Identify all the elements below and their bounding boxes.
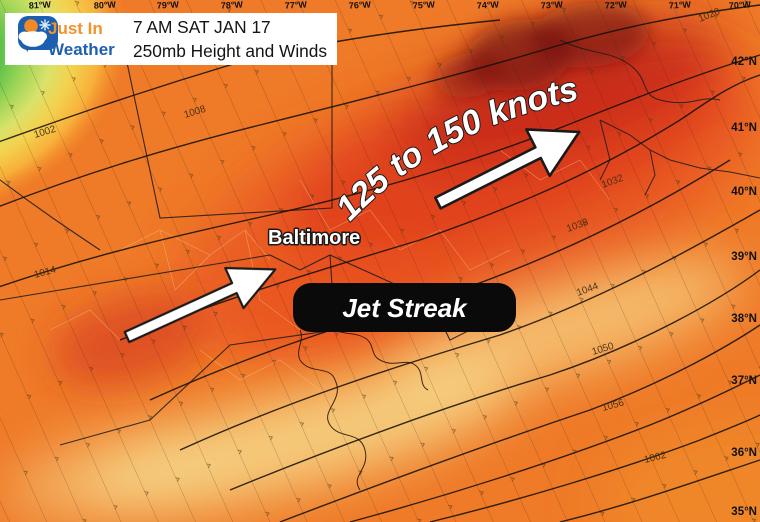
svg-text:250mb Height and Winds: 250mb Height and Winds: [133, 41, 327, 61]
svg-text:35°N: 35°N: [731, 506, 757, 518]
svg-text:76°W: 76°W: [349, 0, 372, 11]
svg-text:73°W: 73°W: [541, 0, 564, 11]
svg-text:Just In: Just In: [48, 19, 103, 38]
svg-text:41°N: 41°N: [731, 122, 757, 134]
svg-text:74°W: 74°W: [477, 0, 500, 11]
svg-text:38°N: 38°N: [731, 313, 757, 325]
svg-text:37°N: 37°N: [731, 375, 757, 387]
svg-text:80°W: 80°W: [94, 0, 117, 11]
svg-text:39°N: 39°N: [731, 251, 757, 263]
svg-text:77°W: 77°W: [285, 0, 308, 11]
svg-text:Weather: Weather: [48, 40, 115, 59]
svg-text:7 AM SAT JAN 17: 7 AM SAT JAN 17: [133, 17, 271, 37]
svg-text:42°N: 42°N: [731, 56, 757, 68]
svg-text:70°W: 70°W: [729, 0, 752, 11]
svg-text:71°W: 71°W: [669, 0, 692, 11]
svg-text:40°N: 40°N: [731, 186, 757, 198]
svg-text:79°W: 79°W: [157, 0, 180, 11]
svg-text:Baltimore: Baltimore: [268, 227, 360, 249]
svg-text:72°W: 72°W: [605, 0, 628, 11]
svg-text:75°W: 75°W: [413, 0, 436, 11]
svg-text:36°N: 36°N: [731, 447, 757, 459]
svg-text:81°W: 81°W: [29, 0, 52, 11]
svg-text:78°W: 78°W: [221, 0, 244, 11]
svg-text:Jet Streak: Jet Streak: [342, 293, 468, 323]
